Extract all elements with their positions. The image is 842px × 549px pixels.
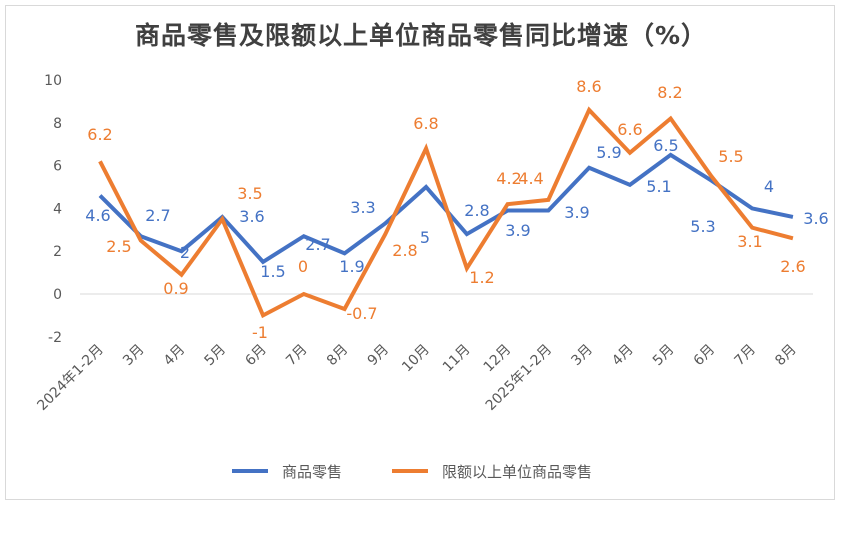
data-label: 4.6 <box>85 206 110 225</box>
y-tick-label: 4 <box>53 201 62 217</box>
x-tick-label: 10月 <box>399 342 433 376</box>
data-label: 5 <box>420 228 430 247</box>
data-label: 2 <box>180 243 190 262</box>
data-label: 1.2 <box>469 268 494 287</box>
data-label: 3.9 <box>564 203 589 222</box>
data-label: 3.1 <box>737 232 762 251</box>
data-label: 3.5 <box>237 184 262 203</box>
data-label: 2.6 <box>780 257 805 276</box>
x-tick-label: 12月 <box>481 342 515 376</box>
x-tick-label: 4月 <box>161 342 189 370</box>
data-label: 3.6 <box>803 209 828 228</box>
x-tick-label: 5月 <box>202 342 230 370</box>
data-label: 2.8 <box>392 241 417 260</box>
y-tick-label: 0 <box>53 287 62 303</box>
data-label: 1.9 <box>339 257 364 276</box>
data-label: 4 <box>764 177 774 196</box>
y-tick-label: 10 <box>44 73 62 89</box>
data-label: 2.7 <box>305 235 330 254</box>
data-label: 3.6 <box>239 207 264 226</box>
data-label: 6.6 <box>617 120 642 139</box>
data-label: 4.4 <box>518 169 543 188</box>
chart-title: 商品零售及限额以上单位商品零售同比增速（%） <box>134 21 708 50</box>
x-tick-label: 6月 <box>242 342 270 370</box>
y-tick-label: -2 <box>48 330 62 346</box>
x-tick-label: 7月 <box>283 342 311 370</box>
data-label: -0.7 <box>346 304 377 323</box>
y-tick-label: 8 <box>53 116 62 132</box>
y-tick-label: 6 <box>53 159 62 175</box>
data-label: 0.9 <box>163 279 188 298</box>
x-tick-label: 2024年1-2月 <box>34 342 106 414</box>
x-tick-label: 8月 <box>324 342 352 370</box>
data-label: 5.5 <box>718 147 743 166</box>
data-label: 2.8 <box>464 201 489 220</box>
x-tick-label: 11月 <box>440 342 474 376</box>
data-label: 0 <box>298 257 308 276</box>
x-tick-label: 3月 <box>120 342 148 370</box>
x-tick-label: 9月 <box>365 342 393 370</box>
data-label: 5.3 <box>690 217 715 236</box>
x-tick-label: 3月 <box>568 342 596 370</box>
x-tick-label: 8月 <box>772 342 800 370</box>
legend-label: 限额以上单位商品零售 <box>442 463 592 481</box>
data-label: 8.2 <box>657 83 682 102</box>
data-label: 6.5 <box>653 136 678 155</box>
data-label: 3.3 <box>350 198 375 217</box>
series-line-limit-retail <box>98 106 794 319</box>
data-label: 1.5 <box>260 262 285 281</box>
data-label: 6.2 <box>87 125 112 144</box>
legend-label: 商品零售 <box>282 463 342 481</box>
data-label: 5.9 <box>596 143 621 162</box>
data-label: 4.2 <box>496 169 521 188</box>
x-tick-label: 6月 <box>691 342 719 370</box>
data-label: -1 <box>252 323 268 342</box>
data-label: 6.8 <box>413 114 438 133</box>
x-tick-label: 4月 <box>609 342 637 370</box>
x-tick-label: 5月 <box>650 342 678 370</box>
x-tick-label: 7月 <box>731 342 759 370</box>
data-label: 3.9 <box>505 221 530 240</box>
y-tick-label: 2 <box>53 244 62 260</box>
data-label: 2.5 <box>106 237 131 256</box>
data-label: 2.7 <box>145 206 170 225</box>
data-label: 5.1 <box>646 177 671 196</box>
data-label: 8.6 <box>576 77 601 96</box>
chart-frame <box>5 5 835 500</box>
